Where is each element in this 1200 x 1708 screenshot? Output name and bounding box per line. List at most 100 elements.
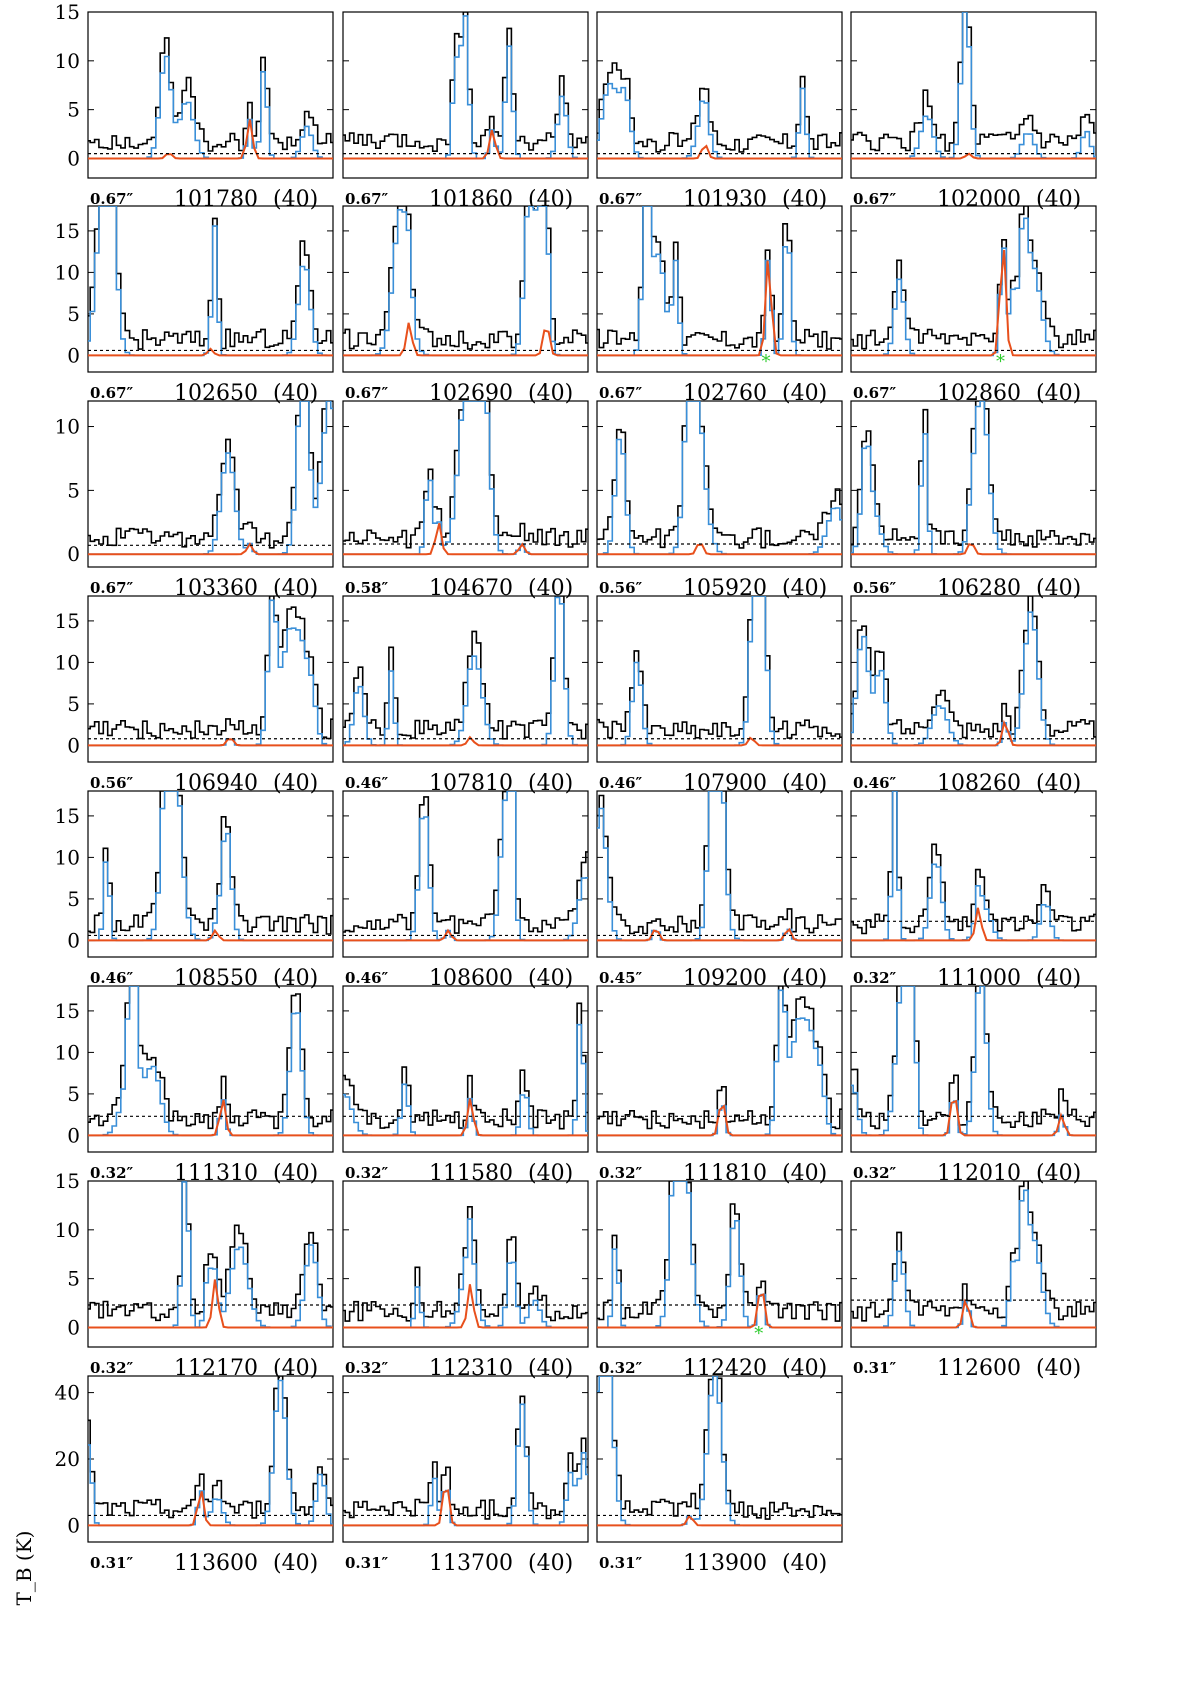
channel-width-label: (40) [273, 1356, 318, 1381]
model-species-spectrum [851, 1298, 1096, 1329]
beam-size-label: 0.56″ [90, 774, 134, 792]
panel-101780: 0 5 10 15 0.67″ 101780 (40) [55, 0, 334, 212]
model-species-spectrum [88, 1099, 333, 1137]
beam-size-label: 0.67″ [345, 190, 389, 208]
frequency-label: 101860 [429, 187, 513, 212]
panel-101930: 0.67″ 101930 (40) [596, 11, 843, 212]
panel-108260: 0.46″ 108260 (40) [850, 595, 1097, 796]
panel-frame [596, 985, 843, 1153]
channel-width-label: (40) [782, 381, 827, 406]
channel-width-label: (40) [528, 576, 573, 601]
observed-spectrum [88, 596, 333, 740]
frequency-label: 112170 [174, 1356, 258, 1381]
model-total-spectrum [88, 206, 333, 357]
frequency-label: 112420 [683, 1356, 767, 1381]
frequency-label: 107810 [429, 771, 513, 796]
beam-size-label: 0.46″ [90, 969, 134, 987]
y-axis-label: T_B (K) [12, 1530, 36, 1606]
observed-spectrum [343, 1206, 588, 1322]
model-species-spectrum [343, 1098, 588, 1137]
panel-frame [342, 790, 589, 958]
beam-size-label: 0.67″ [853, 190, 897, 208]
channel-width-label: (40) [273, 1551, 318, 1576]
frequency-label: 102650 [174, 381, 258, 406]
observed-spectrum [88, 37, 333, 152]
panel-frame [596, 595, 843, 763]
y-tick-label: 15 [55, 609, 80, 633]
observed-spectrum [88, 986, 333, 1130]
y-tick-label: 15 [55, 0, 80, 24]
observed-spectrum [88, 1181, 333, 1322]
panel-frame [87, 790, 334, 958]
beam-size-label: 0.46″ [853, 774, 897, 792]
beam-size-label: 0.67″ [853, 384, 897, 402]
y-tick-label: 15 [55, 804, 80, 828]
beam-size-label: 0.67″ [90, 190, 134, 208]
frequency-label: 112600 [937, 1356, 1021, 1381]
channel-width-label: (40) [273, 576, 318, 601]
model-species-spectrum [343, 1489, 588, 1527]
frequency-label: 102760 [683, 381, 767, 406]
observed-spectrum [343, 1002, 588, 1130]
panel-107810: 0.46″ 107810 (40) [342, 595, 589, 796]
y-tick-label: 10 [55, 845, 80, 869]
observed-spectrum [851, 986, 1096, 1130]
beam-size-label: 0.32″ [345, 1359, 389, 1377]
y-tick-label: 5 [67, 1082, 80, 1106]
model-total-spectrum [851, 401, 1096, 555]
panel-frame [596, 1180, 843, 1348]
y-tick-label: 0 [67, 542, 80, 566]
channel-width-label: (40) [528, 381, 573, 406]
beam-size-label: 0.31″ [345, 1554, 389, 1572]
channel-width-label: (40) [528, 1161, 573, 1186]
beam-size-label: 0.31″ [90, 1554, 134, 1572]
model-species-spectrum [851, 1099, 1096, 1137]
observed-spectrum [597, 1376, 842, 1520]
observed-spectrum [343, 1395, 588, 1520]
beam-size-label: 0.46″ [345, 774, 389, 792]
panel-111000: 0.32″ 111000 (40) [850, 790, 1097, 991]
observed-spectrum [343, 401, 588, 549]
model-total-spectrum [851, 611, 1096, 747]
frequency-label: 106940 [174, 771, 258, 796]
frequency-label: 109200 [683, 966, 767, 991]
panel-frame [87, 595, 334, 763]
model-species-spectrum [343, 523, 588, 556]
panel-frame [87, 985, 334, 1153]
y-tick-label: 10 [55, 1040, 80, 1064]
y-tick-label: 15 [55, 1169, 80, 1193]
channel-width-label: (40) [273, 1161, 318, 1186]
panel-112420: * 0.32″ 112420 (40) [596, 1180, 843, 1381]
observed-spectrum [597, 986, 842, 1130]
frequency-label: 113900 [683, 1551, 767, 1576]
panel-113900: 0.31″ 113900 (40) [596, 1375, 843, 1576]
beam-size-label: 0.32″ [90, 1164, 134, 1182]
model-species-spectrum [851, 249, 1096, 357]
channel-width-label: (40) [782, 771, 827, 796]
frequency-label: 105920 [683, 576, 767, 601]
observed-spectrum [343, 791, 588, 934]
model-species-spectrum [343, 1284, 588, 1329]
beam-size-label: 0.67″ [345, 384, 389, 402]
y-tick-label: 5 [67, 692, 80, 716]
channel-width-label: (40) [273, 771, 318, 796]
beam-size-label: 0.67″ [599, 190, 643, 208]
observed-spectrum [851, 596, 1096, 739]
beam-size-label: 0.67″ [90, 384, 134, 402]
frequency-label: 101930 [683, 187, 767, 212]
y-tick-label: 5 [67, 1267, 80, 1291]
frequency-label: 111580 [429, 1161, 513, 1186]
channel-width-label: (40) [782, 576, 827, 601]
beam-size-label: 0.32″ [345, 1164, 389, 1182]
frequency-label: 102860 [937, 381, 1021, 406]
model-species-spectrum [88, 1491, 333, 1527]
model-species-spectrum [88, 347, 333, 357]
panel-113700: 0.31″ 113700 (40) [342, 1375, 589, 1576]
channel-width-label: (40) [1036, 187, 1081, 212]
model-species-spectrum [597, 927, 842, 942]
model-species-spectrum [343, 928, 588, 942]
model-species-spectrum [597, 1293, 842, 1329]
channel-width-label: (40) [1036, 771, 1081, 796]
panel-111810: 0.32″ 111810 (40) [596, 985, 843, 1186]
panel-112310: 0.32″ 112310 (40) [342, 1180, 589, 1381]
